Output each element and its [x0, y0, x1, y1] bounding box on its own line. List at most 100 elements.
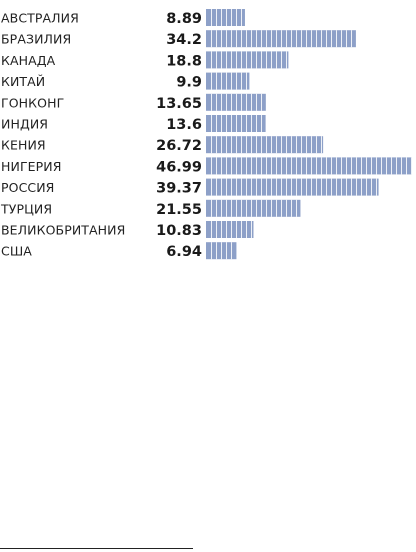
bar-segment-divider — [246, 199, 247, 217]
bar — [206, 72, 250, 90]
bar-segment-divider — [281, 136, 282, 154]
bar-segment-divider — [336, 157, 337, 175]
bar-fill — [206, 72, 250, 90]
bar-segment-divider — [231, 221, 232, 238]
bar-segment-divider — [231, 9, 232, 26]
bar-segment-divider — [251, 93, 252, 111]
bar-segment-divider — [226, 115, 227, 132]
bar-segment-divider — [221, 157, 222, 175]
bar-segment-divider — [211, 30, 212, 48]
bar-segment-divider — [251, 51, 252, 69]
value-label: 6.94 — [166, 244, 202, 260]
bar-segment-divider — [391, 157, 392, 175]
bar-segment-divider — [331, 157, 332, 175]
bar-segment-divider — [211, 51, 212, 69]
bar-segment-divider — [271, 199, 272, 217]
bar-segment-divider — [241, 72, 242, 90]
bar-segment-divider — [311, 30, 312, 48]
bar-segment-divider — [211, 93, 212, 111]
bar-segment-divider — [226, 178, 227, 196]
bar-segment-divider — [311, 157, 312, 175]
bar-segment-divider — [221, 30, 222, 48]
bar-segment-divider — [241, 136, 242, 154]
bar-segment-divider — [231, 199, 232, 217]
bar-segment-divider — [271, 30, 272, 48]
bar-segment-divider — [246, 157, 247, 175]
bar-segment-divider — [236, 221, 237, 238]
bar-segment-divider — [226, 72, 227, 90]
bar-segment-divider — [216, 157, 217, 175]
bar-segment-divider — [286, 157, 287, 175]
bar-segment-divider — [231, 30, 232, 48]
value-label: 34.2 — [166, 32, 202, 48]
category-label: ИНДИЯ — [1, 117, 48, 132]
bar-segment-divider — [261, 157, 262, 175]
bar-segment-divider — [211, 157, 212, 175]
bar-segment-divider — [226, 9, 227, 26]
bar-segment-divider — [291, 30, 292, 48]
bar-segment-divider — [226, 93, 227, 111]
bar-segment-divider — [231, 178, 232, 196]
value-label: 21.55 — [156, 202, 202, 218]
bar-segment-divider — [251, 157, 252, 175]
bar-segment-divider — [236, 72, 237, 90]
bar-segment-divider — [251, 221, 252, 238]
bar-segment-divider — [256, 30, 257, 48]
value-label: 46.99 — [156, 159, 202, 175]
bar-segment-divider — [216, 221, 217, 238]
bar-segment-divider — [246, 51, 247, 69]
bar — [206, 221, 254, 238]
bar-segment-divider — [236, 136, 237, 154]
bar-segment-divider — [236, 115, 237, 132]
bar-segment-divider — [226, 30, 227, 48]
value-label: 18.8 — [166, 53, 202, 69]
bar-segment-divider — [211, 9, 212, 26]
bar-segment-divider — [261, 115, 262, 132]
bar-segment-divider — [211, 72, 212, 90]
bar-segment-divider — [211, 221, 212, 238]
bar-segment-divider — [231, 93, 232, 111]
bar-fill — [206, 178, 379, 196]
bar-segment-divider — [261, 199, 262, 217]
bar-segment-divider — [236, 9, 237, 26]
bar-segment-divider — [241, 157, 242, 175]
bar-segment-divider — [246, 93, 247, 111]
bar-segment-divider — [271, 136, 272, 154]
bar-segment-divider — [311, 178, 312, 196]
bar-segment-divider — [371, 178, 372, 196]
bar-segment-divider — [351, 30, 352, 48]
bar-segment-divider — [266, 178, 267, 196]
bar-segment-divider — [306, 178, 307, 196]
bar-segment-divider — [251, 136, 252, 154]
bar-segment-divider — [231, 51, 232, 69]
bar-segment-divider — [221, 115, 222, 132]
bar-segment-divider — [361, 157, 362, 175]
category-label: БРАЗИЛИЯ — [1, 32, 71, 47]
bar-segment-divider — [216, 9, 217, 26]
bar-fill — [206, 115, 266, 132]
bar-segment-divider — [296, 136, 297, 154]
bar-segment-divider — [251, 30, 252, 48]
bar-segment-divider — [236, 30, 237, 48]
bar-segment-divider — [296, 30, 297, 48]
bar-segment-divider — [331, 30, 332, 48]
bar-segment-divider — [266, 30, 267, 48]
bar-segment-divider — [241, 199, 242, 217]
bar-segment-divider — [326, 30, 327, 48]
bar-segment-divider — [221, 72, 222, 90]
bar-segment-divider — [346, 30, 347, 48]
bar-segment-divider — [276, 30, 277, 48]
bar-segment-divider — [226, 221, 227, 238]
bar-fill — [206, 157, 412, 175]
bar-segment-divider — [236, 157, 237, 175]
bar-segment-divider — [241, 51, 242, 69]
bar-segment-divider — [231, 115, 232, 132]
bar-segment-divider — [221, 221, 222, 238]
bar-segment-divider — [381, 157, 382, 175]
bar-segment-divider — [241, 93, 242, 111]
bar-segment-divider — [256, 115, 257, 132]
bar — [206, 157, 412, 175]
bar-segment-divider — [301, 30, 302, 48]
bar — [206, 178, 379, 196]
bar-fill — [206, 93, 266, 111]
